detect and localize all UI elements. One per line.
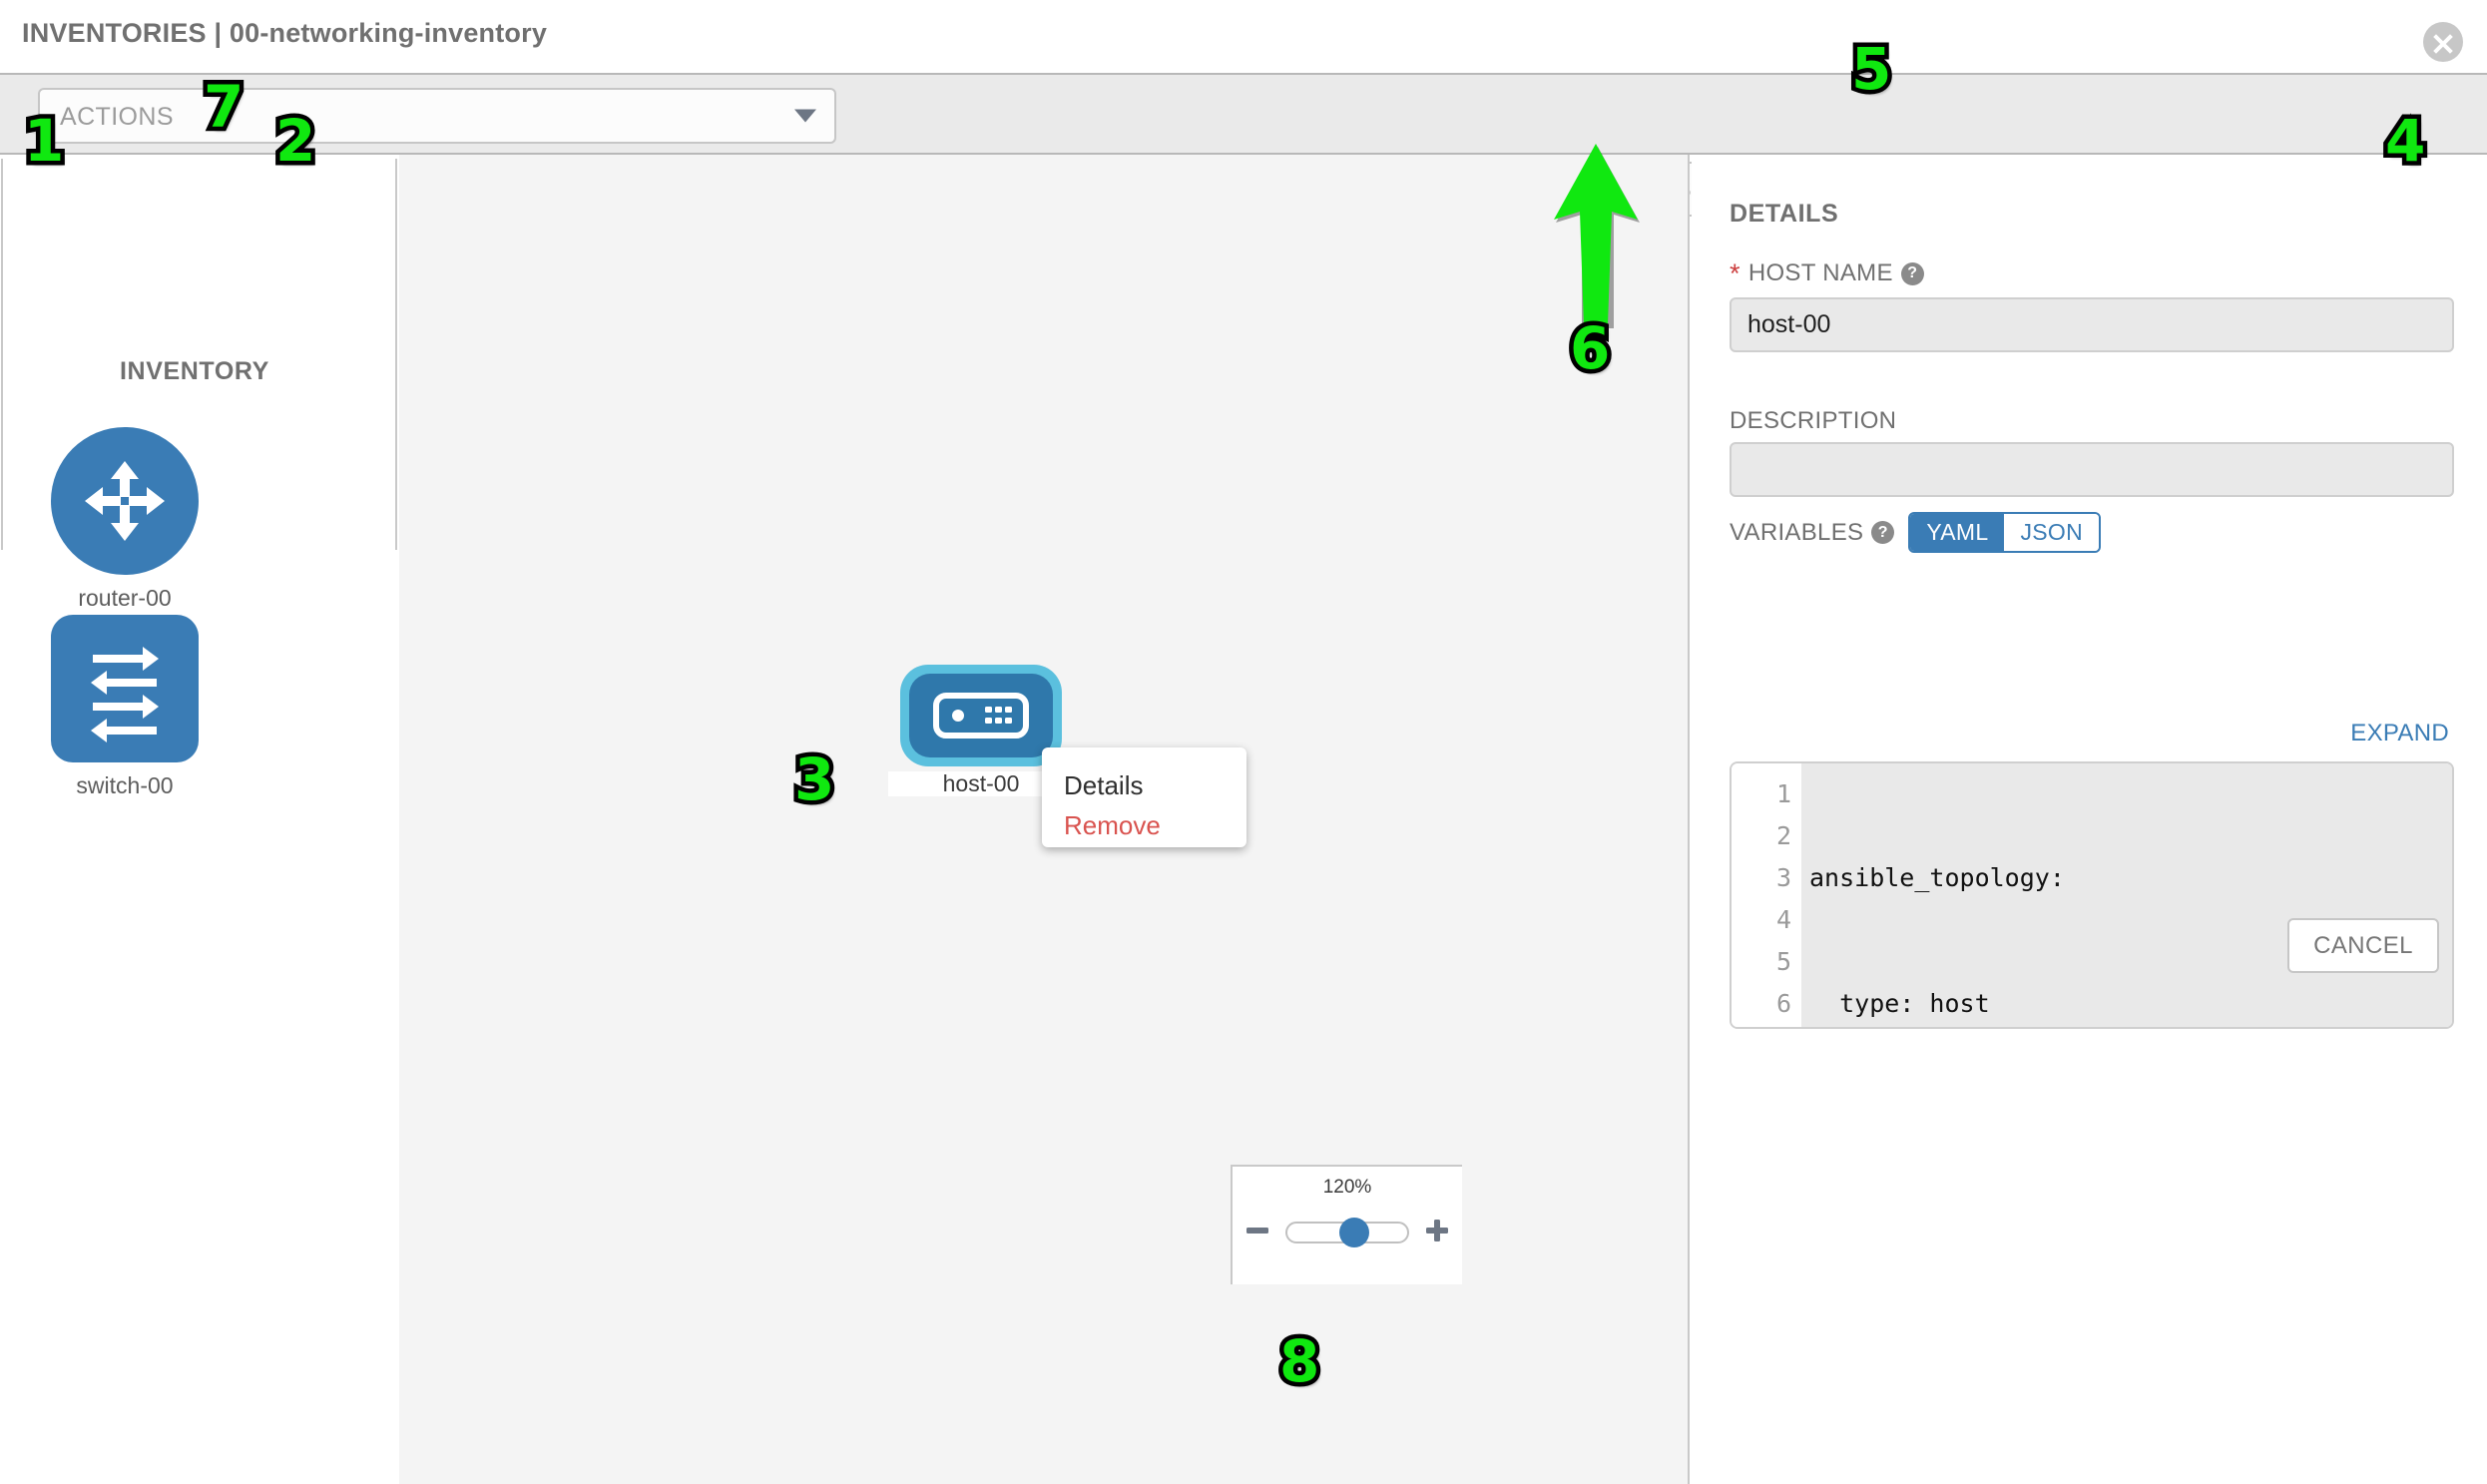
cancel-button[interactable]: CANCEL [2287, 918, 2439, 973]
code-line: type: host [1809, 989, 1990, 1018]
context-menu-item-details[interactable]: Details [1064, 770, 1144, 800]
pointer-arrow [1554, 144, 1640, 328]
format-toggle: YAML JSON [1908, 512, 2102, 553]
host-name-label: * HOST NAME ? [1730, 259, 1924, 287]
format-toggle-json[interactable]: JSON [2004, 514, 2100, 551]
inventory-item-label: switch-00 [76, 772, 174, 798]
variables-label: VARIABLES ? [1730, 518, 1895, 547]
zoom-out-button[interactable] [1244, 1217, 1271, 1249]
line-number: 5 [1775, 947, 1791, 976]
code-line: ansible_topology: [1809, 863, 2065, 892]
switch-icon [51, 615, 199, 762]
zoom-slider-thumb[interactable] [1339, 1218, 1370, 1247]
description-label: DESCRIPTION [1730, 407, 1896, 435]
details-heading: DETAILS [1730, 200, 1839, 228]
zoom-level-label: 120% [1322, 1177, 1372, 1198]
context-menu-item-remove[interactable]: Remove [1064, 810, 1161, 841]
format-toggle-yaml[interactable]: YAML [1910, 514, 2005, 551]
expand-link[interactable]: EXPAND [2350, 720, 2449, 746]
page-title: INVENTORIES | 00-networking-inventory [22, 18, 548, 48]
variables-row: VARIABLES ? YAML JSON [1730, 512, 2102, 553]
server-icon [909, 674, 1053, 757]
required-marker: * [1730, 257, 1741, 288]
inventory-panel: INVENTORY router-00 [0, 155, 397, 1484]
help-icon[interactable]: ? [1871, 521, 1895, 544]
variables-label-text: VARIABLES [1730, 518, 1864, 546]
line-number: 4 [1775, 905, 1791, 934]
line-number: 3 [1775, 863, 1791, 892]
line-number: 2 [1775, 821, 1791, 850]
inventory-heading: INVENTORY [120, 357, 269, 385]
inventory-item-switch[interactable]: switch-00 [25, 615, 225, 799]
topology-canvas[interactable]: host-00 Details Remove 120% [399, 155, 1690, 1484]
toolbar: ACTIONS SEARCH [0, 73, 2487, 217]
chevron-down-icon [794, 109, 816, 123]
help-icon[interactable]: ? [1900, 261, 1924, 285]
line-number: 7 [1732, 1025, 1791, 1027]
inventory-item-label: router-00 [78, 585, 172, 611]
panel-divider-left [1, 159, 3, 550]
panel-divider-right [395, 159, 397, 550]
line-number: 6 [1775, 989, 1791, 1018]
zoom-slider-track[interactable] [1285, 1218, 1409, 1247]
canvas-node-host[interactable] [900, 665, 1062, 766]
actions-dropdown[interactable]: ACTIONS [38, 88, 836, 144]
variables-editor[interactable]: 1 2 3 4 5 6 7 ansible_topology: type: ho… [1730, 761, 2454, 1029]
router-icon [51, 427, 199, 575]
description-field[interactable] [1730, 442, 2454, 497]
context-menu: Details Remove [1042, 747, 1246, 847]
host-name-field[interactable]: host-00 [1730, 297, 2454, 352]
window-title-bar: INVENTORIES | 00-networking-inventory [0, 0, 2487, 73]
line-number: 1 [1775, 779, 1791, 808]
zoom-control: 120% [1231, 1165, 1462, 1284]
zoom-in-button[interactable] [1423, 1217, 1451, 1249]
line-number-gutter: 1 2 3 4 5 6 7 [1732, 763, 1801, 1027]
close-icon[interactable] [2423, 22, 2463, 62]
description-label-text: DESCRIPTION [1730, 407, 1897, 434]
details-panel: DETAILS * HOST NAME ? host-00 DESCRIPTIO… [1692, 155, 2487, 1484]
actions-dropdown-label: ACTIONS [60, 103, 174, 131]
inventory-item-router[interactable]: router-00 [25, 427, 225, 612]
host-name-label-text: HOST NAME [1747, 259, 1893, 286]
variables-code-text[interactable]: ansible_topology: type: host name: host-… [1801, 763, 2452, 1027]
